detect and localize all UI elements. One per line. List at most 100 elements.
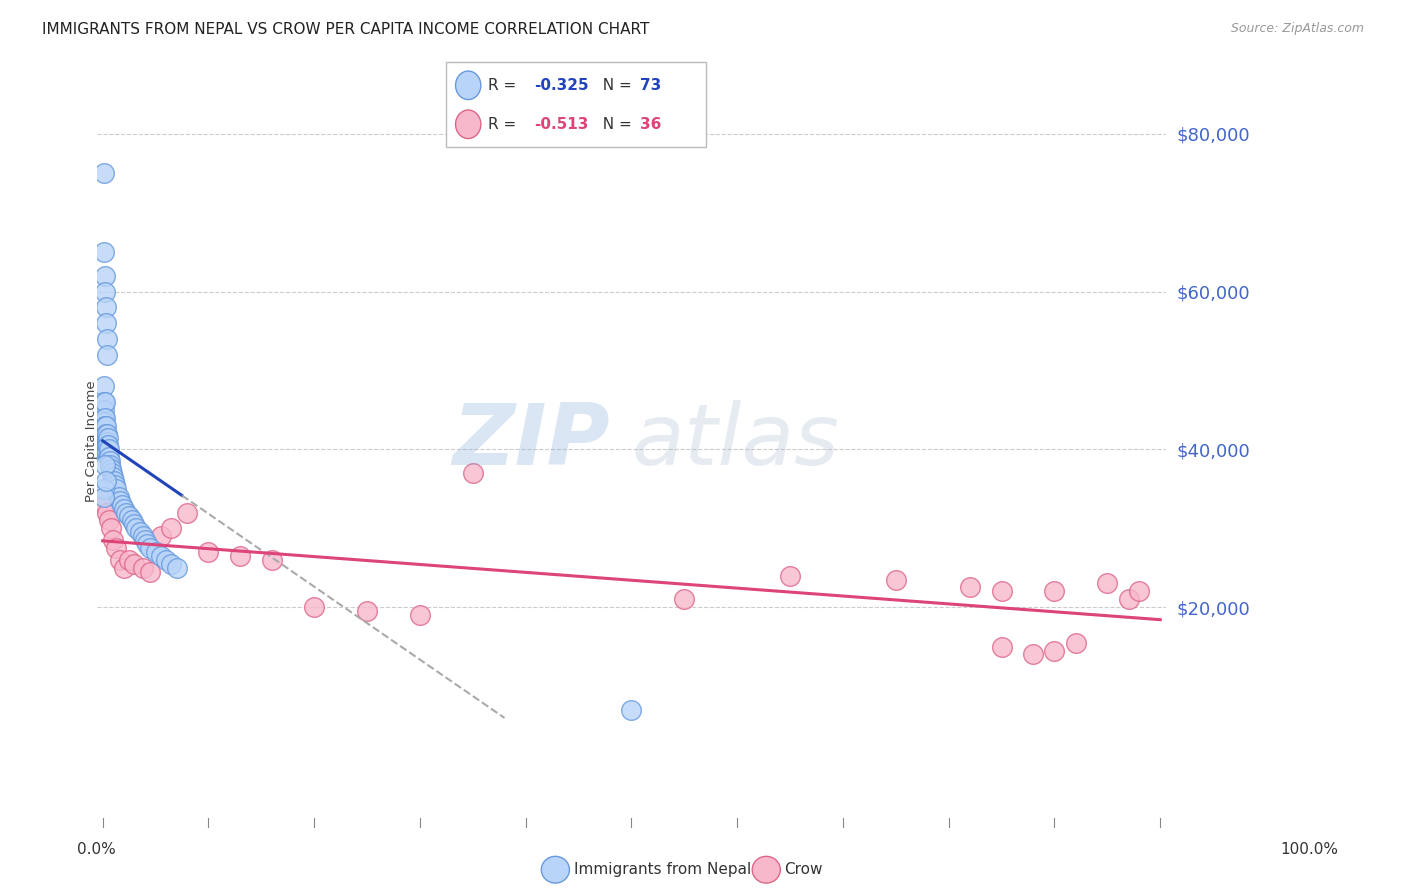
Point [94,442,117,457]
Point [93,418,115,433]
Point [93,482,115,496]
Point [94,474,117,488]
Point [145,545,167,559]
Text: R =: R = [488,117,522,132]
Point [103,470,125,484]
Point [94,301,117,315]
Text: 100.0%: 100.0% [1281,842,1339,856]
Point [96,438,118,452]
Point [93,426,115,441]
Point [97,431,120,445]
Point [94,285,117,299]
Point [139,541,162,555]
Point [93,490,115,504]
Point [176,506,198,520]
Text: 73: 73 [640,78,661,93]
Point [1043,643,1066,657]
Point [149,549,172,563]
Text: R =: R = [488,78,522,93]
Point [115,506,138,520]
Point [93,403,115,417]
Point [96,332,118,346]
Point [94,498,117,512]
Point [112,560,135,574]
Point [100,521,122,535]
Point [229,549,252,563]
Point [94,434,117,449]
Point [620,703,643,717]
Point [160,521,183,535]
Point [96,426,118,441]
Point [94,431,117,445]
Point [93,245,115,260]
Point [108,553,131,567]
Point [94,426,117,441]
Point [461,466,484,480]
Y-axis label: Per Capita Income: Per Capita Income [86,381,98,502]
Point [93,166,115,180]
Point [103,533,125,548]
Point [96,348,118,362]
Point [121,513,143,527]
Point [93,434,115,449]
Point [166,560,188,574]
Point [1064,635,1087,649]
Point [93,379,115,393]
Point [97,450,120,465]
Point [1118,592,1140,607]
Point [884,573,907,587]
Point [94,446,117,460]
Point [94,410,117,425]
Point [104,478,127,492]
Point [105,541,128,555]
Point [100,462,122,476]
Point [128,525,150,540]
Text: N =: N = [593,78,637,93]
Point [94,438,117,452]
Point [98,513,121,527]
Point [108,493,131,508]
Point [118,553,141,567]
Text: IMMIGRANTS FROM NEPAL VS CROW PER CAPITA INCOME CORRELATION CHART: IMMIGRANTS FROM NEPAL VS CROW PER CAPITA… [42,22,650,37]
Point [260,553,283,567]
Point [124,557,146,571]
Point [96,434,118,449]
Text: ZIP: ZIP [453,400,610,483]
Point [197,545,219,559]
Point [105,482,128,496]
Point [673,592,696,607]
Point [93,395,115,409]
Text: Immigrants from Nepal: Immigrants from Nepal [574,863,751,877]
Text: atlas: atlas [631,400,839,483]
Point [356,604,378,618]
Point [93,490,115,504]
Point [959,581,981,595]
Point [94,395,117,409]
Point [1022,648,1045,662]
Point [125,521,148,535]
Point [779,568,801,582]
Text: -0.325: -0.325 [534,78,589,93]
Point [94,268,117,283]
Point [96,446,118,460]
Point [93,431,115,445]
Point [94,442,117,457]
Point [134,533,156,548]
Point [132,529,155,543]
Point [149,529,172,543]
Point [118,509,141,524]
Point [94,418,117,433]
Point [111,498,134,512]
Point [139,565,162,579]
Point [94,434,117,449]
Point [1128,584,1150,599]
Point [124,517,146,532]
Point [155,553,177,567]
Point [1043,584,1066,599]
Point [98,442,121,457]
Point [302,600,325,615]
Point [96,506,118,520]
Point [409,607,432,622]
Point [107,490,129,504]
Point [98,458,121,473]
